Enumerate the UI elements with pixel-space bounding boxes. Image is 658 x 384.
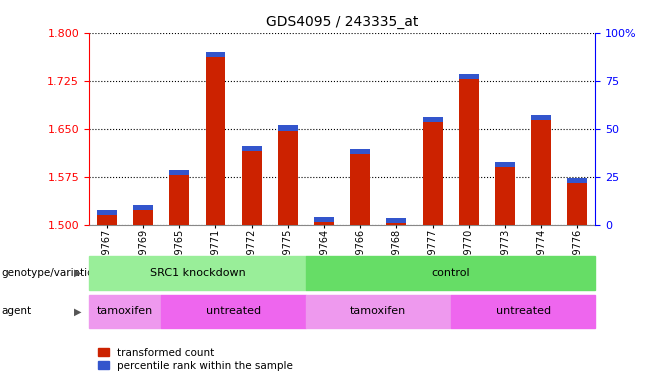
Bar — [386, 223, 407, 225]
Text: untreated: untreated — [495, 306, 551, 316]
Legend: transformed count, percentile rank within the sample: transformed count, percentile rank withi… — [94, 344, 297, 375]
Text: tamoxifen: tamoxifen — [97, 306, 153, 316]
Bar — [422, 117, 443, 122]
Bar — [567, 178, 588, 183]
Text: genotype/variation: genotype/variation — [1, 268, 101, 278]
Bar — [133, 210, 153, 225]
Bar — [169, 175, 190, 225]
Bar — [314, 217, 334, 222]
Bar — [459, 74, 479, 79]
Text: ▶: ▶ — [74, 268, 82, 278]
Bar — [241, 151, 262, 225]
Bar — [567, 183, 588, 225]
Text: tamoxifen: tamoxifen — [350, 306, 407, 316]
Bar — [495, 162, 515, 167]
Bar — [459, 79, 479, 225]
Bar — [241, 146, 262, 151]
Bar — [169, 170, 190, 175]
Bar — [97, 210, 117, 215]
Bar — [350, 149, 370, 154]
Bar — [205, 52, 226, 57]
Bar — [531, 120, 551, 225]
Text: control: control — [432, 268, 470, 278]
Bar — [386, 218, 407, 223]
Bar — [97, 215, 117, 225]
Bar — [422, 122, 443, 225]
Bar — [278, 131, 298, 225]
Bar — [531, 115, 551, 120]
Bar — [205, 57, 226, 225]
Bar — [278, 126, 298, 131]
Bar — [350, 154, 370, 225]
Bar — [495, 167, 515, 225]
Text: untreated: untreated — [206, 306, 261, 316]
Text: ▶: ▶ — [74, 306, 82, 316]
Bar — [133, 205, 153, 210]
Title: GDS4095 / 243335_at: GDS4095 / 243335_at — [266, 15, 418, 29]
Text: SRC1 knockdown: SRC1 knockdown — [149, 268, 245, 278]
Text: agent: agent — [1, 306, 32, 316]
Bar — [314, 222, 334, 225]
